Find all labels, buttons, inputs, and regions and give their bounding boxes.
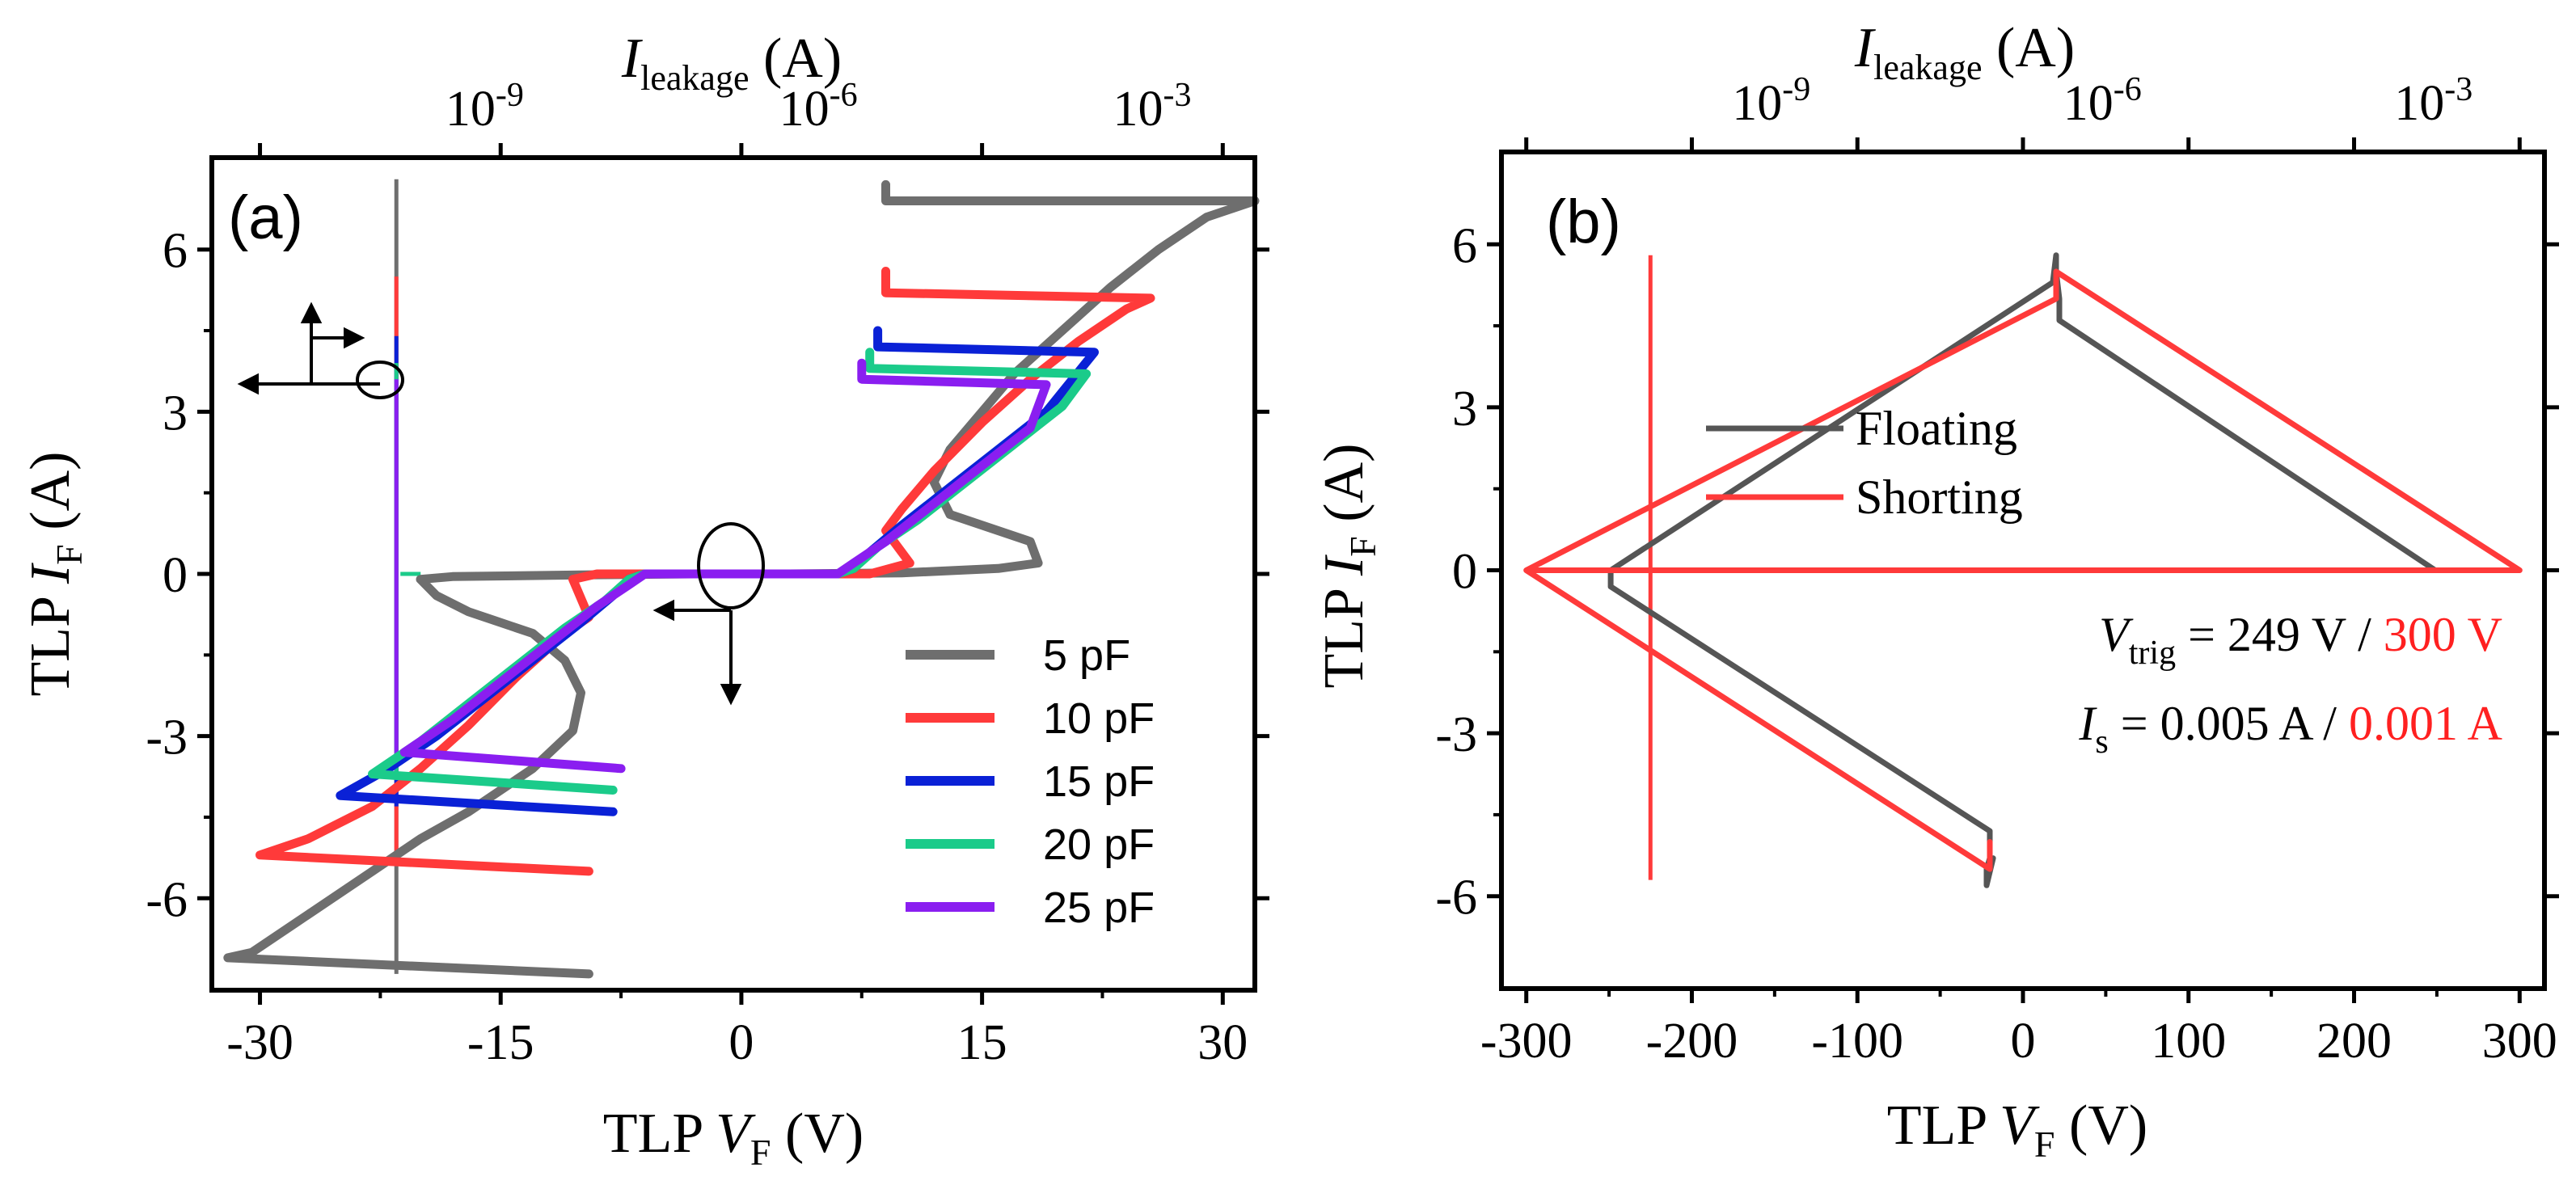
a-series-group <box>223 179 1260 979</box>
a-legend: 5 pF 10 pF 15 pF 20 pF 25 pF <box>906 631 1155 932</box>
a-left-ellipse <box>356 361 404 399</box>
x-tick-label: 300 <box>2482 1014 2557 1069</box>
y-tick-label: 3 <box>163 386 188 441</box>
legend-label: Shorting <box>1856 470 2023 524</box>
b-top-axis-title: Ileakage (A) <box>1854 17 2075 87</box>
a-left-arrow-v-head <box>300 302 323 323</box>
a-left-arrow-r-head <box>344 327 365 349</box>
x-tick-label: 15 <box>957 1015 1007 1070</box>
legend-label: Floating <box>1856 402 2017 455</box>
a-y-axis-title: TLP IF (A) <box>19 452 90 697</box>
b-axes: -300 -200 -100 0 100 200 300 -6 -3 0 3 6 <box>1435 137 2559 1069</box>
series-line-shorting <box>1523 268 2523 872</box>
top-tick-label: 10-6 <box>779 77 858 137</box>
y-tick-label: 0 <box>163 548 188 603</box>
b-panel-label: (b) <box>1546 188 1621 256</box>
y-tick-label: 6 <box>1452 218 1477 273</box>
x-tick-label: 0 <box>728 1015 754 1070</box>
b-vtrig-annotation: Vtrig = 249 V / 300 V <box>2099 608 2502 672</box>
top-tick-label: 10-3 <box>1113 77 1191 137</box>
panel-a: Ileakage (A) 10-9 10-6 10-3 -30 -15 0 15 30-6-… <box>19 27 1269 1173</box>
y-tick-label: -6 <box>146 872 188 927</box>
series-line-25-pf <box>399 358 1051 774</box>
a-x-axis-title: TLP VF (V) <box>603 1103 864 1173</box>
a-center-arrow-v-head <box>720 684 742 706</box>
y-tick-label: -3 <box>146 711 188 765</box>
y-tick-label: 0 <box>1452 545 1477 600</box>
legend-label: 20 pF <box>1043 820 1155 869</box>
b-series-group <box>1523 252 2523 888</box>
y-tick-label: -6 <box>1435 871 1477 926</box>
a-center-axis-indicator <box>652 522 765 706</box>
legend-label: 25 pF <box>1043 883 1155 932</box>
b-top-tick-labels: 10-9 10-6 10-3 <box>1732 71 2473 131</box>
x-tick-label: 200 <box>2316 1014 2392 1069</box>
x-tick-label: 100 <box>2151 1014 2226 1069</box>
legend-label: 10 pF <box>1043 694 1155 743</box>
x-tick-label: 0 <box>2011 1014 2036 1069</box>
x-tick-label: -300 <box>1480 1014 1573 1069</box>
y-tick-label: -3 <box>1435 707 1477 762</box>
x-tick-label: 30 <box>1197 1015 1248 1070</box>
a-left-axis-indicator <box>237 302 404 399</box>
x-tick-label: -30 <box>226 1015 293 1070</box>
legend-label: 5 pF <box>1043 631 1130 680</box>
panel-b: Ileakage (A) 10-9 10-6 10-3 -300 -200 -100 0 1… <box>1313 17 2559 1165</box>
a-top-axis-title: Ileakage (A) <box>621 27 842 98</box>
legend-label: 15 pF <box>1043 757 1155 806</box>
a-center-ellipse <box>697 522 765 609</box>
a-left-arrow-h-head <box>237 373 259 395</box>
top-tick-label: 10-9 <box>446 77 524 137</box>
b-y-axis-title: TLP IF (A) <box>1313 444 1383 689</box>
top-tick-label: 10-3 <box>2394 71 2473 131</box>
y-tick-label: 3 <box>1452 382 1477 436</box>
x-tick-label: -200 <box>1646 1014 1738 1069</box>
a-top-tick-labels: 10-9 10-6 10-3 <box>446 77 1192 137</box>
top-tick-label: 10-9 <box>1732 71 1810 131</box>
y-tick-label: 6 <box>163 224 188 279</box>
b-is-annotation: Is = 0.005 A / 0.001 A <box>2078 697 2502 761</box>
a-center-arrow-h-head <box>652 599 674 622</box>
top-tick-label: 10-6 <box>2063 71 2142 131</box>
x-tick-label: -15 <box>467 1015 534 1070</box>
b-x-axis-title: TLP VF (V) <box>1887 1094 2147 1165</box>
a-panel-label: (a) <box>228 183 303 252</box>
x-tick-label: -100 <box>1811 1014 1903 1069</box>
b-legend: Floating Shorting <box>1706 402 2023 524</box>
